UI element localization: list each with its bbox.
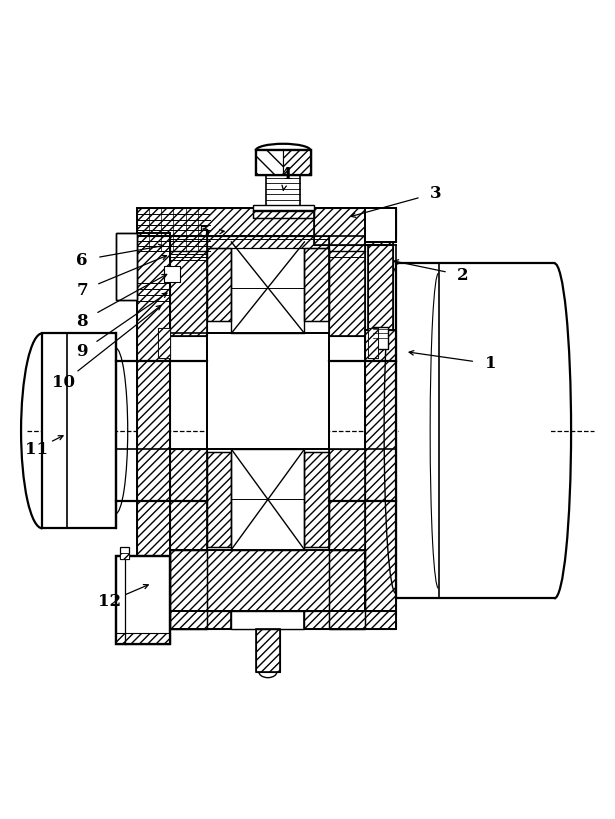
Bar [231,449,304,550]
Bar [137,233,170,611]
Bar [170,550,207,629]
Bar [365,208,396,242]
Bar [158,328,170,358]
Bar [365,208,396,242]
Bar [120,553,129,559]
Bar [304,248,329,321]
Bar [137,208,396,236]
Bar [329,550,365,629]
Bar [231,242,304,333]
Bar [207,452,231,546]
Bar [256,151,283,175]
Bar [170,449,207,550]
Bar [368,245,393,330]
Bar [158,328,170,358]
Text: 5: 5 [198,224,210,242]
Bar [304,248,329,321]
Bar [329,236,365,337]
Bar [207,452,231,546]
Bar [399,266,551,595]
Bar [365,208,396,242]
Bar [170,236,207,337]
Text: 8: 8 [76,313,88,329]
Bar [253,210,314,218]
Bar [373,328,388,349]
Text: 9: 9 [76,343,88,360]
Text: 12: 12 [98,593,121,610]
Bar [116,233,137,300]
Bar [329,449,365,550]
Text: 7: 7 [76,283,88,299]
Bar [365,330,396,611]
Bar [266,175,300,208]
Text: 6: 6 [76,251,88,269]
Bar [164,266,180,282]
Bar [137,233,170,611]
Bar [207,333,329,449]
Bar [329,550,365,629]
Bar [283,151,311,175]
Bar [42,333,116,528]
Text: 4: 4 [280,166,292,183]
Bar [116,233,137,300]
Bar [207,236,329,248]
Bar [170,449,207,550]
Bar [170,236,365,242]
Bar [207,248,231,321]
Bar [256,151,311,175]
Bar [365,330,396,611]
Text: 11: 11 [25,441,48,458]
Text: 1: 1 [485,355,496,373]
Bar [329,449,365,550]
Bar [368,245,393,330]
Bar [116,233,137,300]
Text: 2: 2 [457,267,469,284]
Bar [137,611,396,629]
Bar [164,266,180,282]
Bar [137,208,396,236]
Bar [256,629,280,672]
Bar [368,328,378,358]
Bar [256,151,311,175]
Text: 3: 3 [430,184,442,201]
Bar [137,611,396,629]
Bar [207,248,231,321]
Bar [253,206,314,211]
Bar [207,236,329,248]
Bar [329,236,365,337]
Bar [314,208,393,245]
Bar [116,556,170,644]
Bar [116,633,170,644]
Bar [304,452,329,546]
Bar [231,611,304,629]
Bar [368,328,378,358]
Bar [253,210,314,218]
Bar [256,629,280,672]
Bar [170,550,365,611]
Bar [304,452,329,546]
Bar [120,546,129,559]
Text: 10: 10 [52,373,75,391]
Bar [116,556,170,644]
Bar [170,550,365,611]
Bar [170,550,207,629]
Bar [314,208,393,245]
Bar [170,236,207,337]
